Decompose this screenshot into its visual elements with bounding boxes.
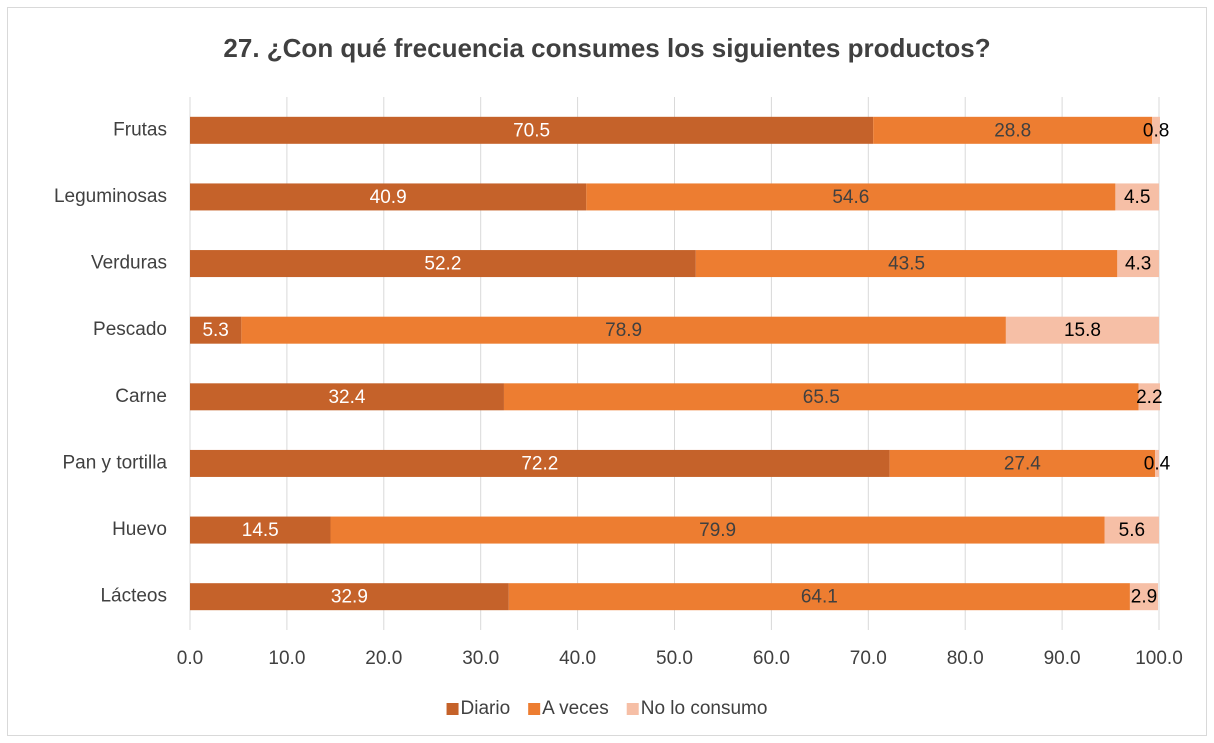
y-tick-label: Verduras [91,253,167,274]
bar-segment [1155,449,1159,477]
bar-segment [503,383,1139,411]
x-tick-label: 60.0 [753,648,790,669]
bar-segment [190,383,504,411]
bar-segment [1138,383,1160,411]
bar-segment [586,183,1116,211]
data-label: 32.4 [328,387,365,408]
x-tick-label: 50.0 [656,648,693,669]
bar-segment [190,116,874,144]
legend: Diario A veces No lo consumo [446,698,768,719]
data-label: 0.4 [1144,453,1171,474]
bar-segment [190,516,331,544]
x-tick-label: 90.0 [1044,648,1081,669]
y-tick-label: Leguminosas [54,186,167,207]
legend-label: A veces [542,698,609,719]
x-tick-label: 0.0 [177,648,203,669]
data-label: 28.8 [994,120,1031,141]
data-label: 2.9 [1131,587,1157,608]
data-label: 40.9 [370,187,407,208]
data-label: 32.9 [331,587,368,608]
bar-segment [1152,116,1160,144]
y-tick-label: Pescado [93,319,167,340]
bar-segment [1129,583,1159,611]
bar-segment [1005,316,1159,344]
bar-segment [190,449,890,477]
bar-segment [873,116,1153,144]
data-label: 54.6 [832,187,869,208]
bar-segment [889,449,1156,477]
x-tick-label: 80.0 [947,648,984,669]
bar-segment [1104,516,1159,544]
data-label: 4.5 [1124,187,1150,208]
data-label: 52.2 [424,254,461,275]
y-tick-label: Carne [115,386,167,407]
data-label: 64.1 [801,587,838,608]
data-label: 4.3 [1125,254,1151,275]
legend-label: No lo consumo [641,698,768,719]
data-label: 14.5 [242,520,279,541]
bar-segment [330,516,1105,544]
x-tick-label: 40.0 [559,648,596,669]
data-label: 15.8 [1064,320,1101,341]
bar-segment [190,183,587,211]
legend-label: Diario [461,698,511,719]
data-label: 70.5 [513,120,550,141]
chart-title: 27. ¿Con qué frecuencia consumes los sig… [223,33,990,63]
data-label: 5.6 [1119,520,1145,541]
data-label: 2.2 [1136,387,1162,408]
y-tick-label: Frutas [113,119,167,140]
data-label: 5.3 [202,320,228,341]
legend-swatch [528,703,541,715]
bar-segment [695,250,1118,278]
legend-swatch [626,703,639,715]
y-tick-label: Pan y tortilla [62,452,167,473]
bar-segment [508,583,1130,611]
legend-swatch [446,703,459,715]
x-tick-label: 10.0 [268,648,305,669]
bar-segment [241,316,1006,344]
bar-segment [1117,250,1159,278]
bar-segment [190,583,509,611]
x-tick-label: 70.0 [850,648,887,669]
bar-segment [190,316,242,344]
x-tick-label: 20.0 [365,648,402,669]
bar-segment [1115,183,1159,211]
data-label: 78.9 [605,320,642,341]
x-tick-label: 100.0 [1135,648,1183,669]
data-label: 27.4 [1004,453,1041,474]
data-label: 65.5 [803,387,840,408]
chart-border [7,7,1207,736]
y-tick-label: Huevo [112,519,167,540]
data-label: 43.5 [888,254,925,275]
y-tick-label: Lácteos [100,586,167,607]
data-label: 72.2 [521,453,558,474]
data-label: 79.9 [699,520,736,541]
x-tick-label: 30.0 [462,648,499,669]
bar-segment [190,250,696,278]
data-label: 0.8 [1143,120,1169,141]
